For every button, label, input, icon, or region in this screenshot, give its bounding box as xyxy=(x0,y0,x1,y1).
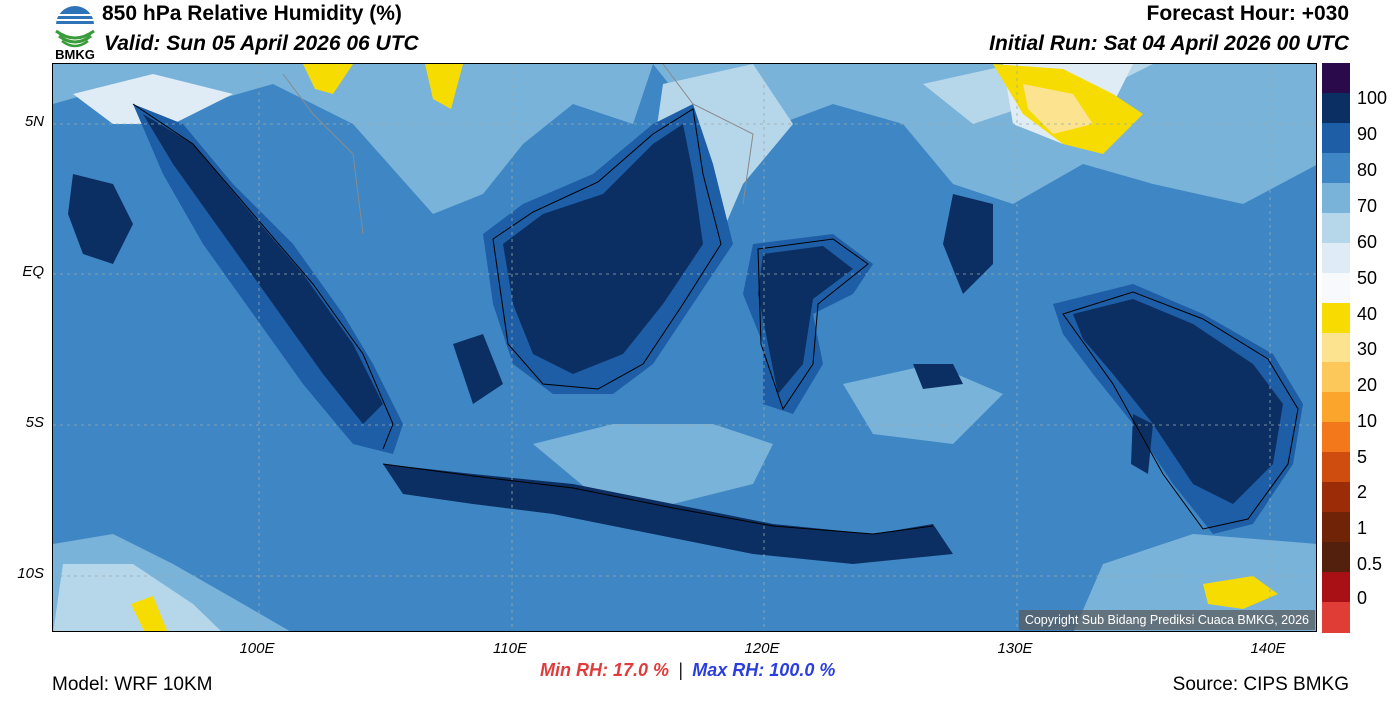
colorbar-swatch xyxy=(1322,362,1350,394)
copyright-notice: Copyright Sub Bidang Prediksi Cuaca BMKG… xyxy=(1018,610,1315,630)
bmkg-logo: BMKG xyxy=(52,1,98,63)
lat-tick-10s: 10S xyxy=(17,565,44,582)
colorbar xyxy=(1322,63,1350,633)
initial-run: Initial Run: Sat 04 April 2026 00 UTC xyxy=(989,32,1349,55)
colorbar-label-0: 0 xyxy=(1357,588,1368,608)
stat-separator: | xyxy=(678,660,683,680)
colorbar-swatch xyxy=(1322,332,1350,364)
colorbar-swatch xyxy=(1322,602,1350,633)
colorbar-label-40: 40 xyxy=(1357,304,1378,324)
colorbar-label-80: 80 xyxy=(1357,160,1378,180)
humidity-contour-field xyxy=(53,64,1316,631)
colorbar-label-20: 20 xyxy=(1357,375,1378,395)
lon-tick-120e: 120E xyxy=(744,640,780,657)
colorbar-swatch xyxy=(1322,182,1350,214)
colorbar-swatch xyxy=(1322,452,1350,483)
humidity-map: Copyright Sub Bidang Prediksi Cuaca BMKG… xyxy=(52,63,1317,632)
colorbar-label-50: 50 xyxy=(1357,268,1378,288)
lon-tick-130e: 130E xyxy=(997,640,1033,657)
colorbar-label-90: 90 xyxy=(1357,124,1378,144)
lon-tick-140e: 140E xyxy=(1250,640,1286,657)
colorbar-label-5: 5 xyxy=(1357,447,1368,467)
map-title: 850 hPa Relative Humidity (%) xyxy=(102,2,402,25)
rh-stats: Min RH: 17.0 % | Max RH: 100.0 % xyxy=(540,660,835,682)
logo-text: BMKG xyxy=(55,47,95,62)
colorbar-swatch xyxy=(1322,482,1350,513)
min-rh: Min RH: 17.0 % xyxy=(540,660,670,680)
colorbar-label-30: 30 xyxy=(1357,339,1378,359)
colorbar-swatch xyxy=(1322,63,1350,94)
model-label: Model: WRF 10KM xyxy=(52,674,213,695)
bmkg-logo-icon xyxy=(55,6,95,48)
lat-tick-5s: 5S xyxy=(25,414,44,431)
colorbar-swatch xyxy=(1322,572,1350,603)
colorbar-label-1: 1 xyxy=(1357,518,1368,538)
lon-tick-110e: 110E xyxy=(493,640,527,657)
lat-tick-eq: EQ xyxy=(22,263,44,280)
max-rh: Max RH: 100.0 % xyxy=(692,660,836,680)
colorbar-swatch xyxy=(1322,122,1350,154)
source-label: Source: CIPS BMKG xyxy=(1172,674,1349,695)
colorbar-swatch xyxy=(1322,392,1350,423)
colorbar-label-0-5: 0.5 xyxy=(1357,554,1383,574)
valid-time: Valid: Sun 05 April 2026 06 UTC xyxy=(104,32,419,55)
colorbar-swatch xyxy=(1322,512,1350,543)
colorbar-label-70: 70 xyxy=(1357,196,1378,216)
colorbar-label-60: 60 xyxy=(1357,232,1378,252)
lon-tick-100e: 100E xyxy=(239,640,275,657)
colorbar-label-10: 10 xyxy=(1357,411,1378,431)
colorbar-label-100: 100 xyxy=(1357,88,1388,108)
colorbar-swatch xyxy=(1322,302,1350,334)
forecast-hour: Forecast Hour: +030 xyxy=(1146,2,1350,25)
colorbar-swatch xyxy=(1322,542,1350,573)
colorbar-label-2: 2 xyxy=(1357,482,1368,502)
colorbar-swatch xyxy=(1322,92,1350,124)
colorbar-swatch xyxy=(1322,212,1350,244)
colorbar-swatches xyxy=(1322,63,1350,633)
colorbar-swatch xyxy=(1322,242,1350,274)
colorbar-swatch xyxy=(1322,422,1350,453)
colorbar-swatch xyxy=(1322,272,1350,304)
colorbar-swatch xyxy=(1322,152,1350,184)
lat-tick-5n: 5N xyxy=(24,113,44,130)
